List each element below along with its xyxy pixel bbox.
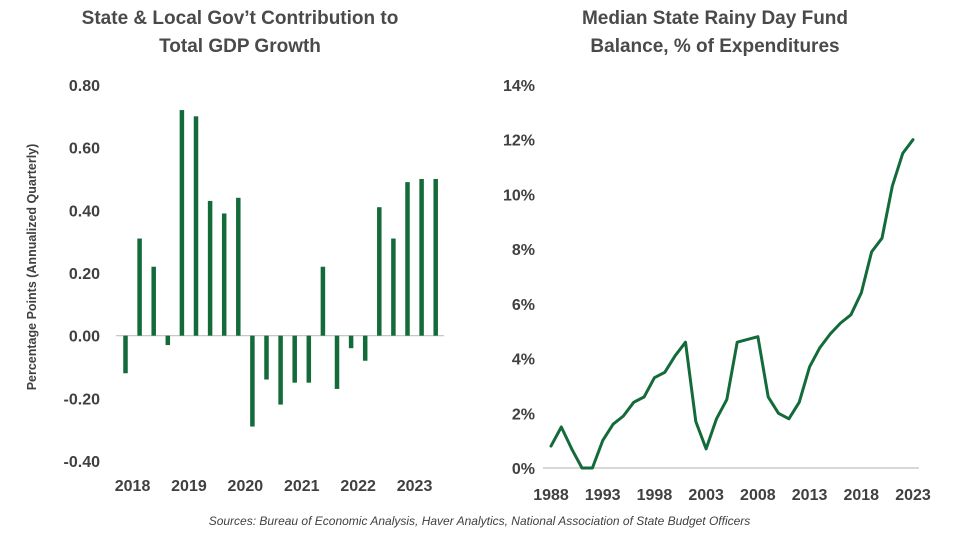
bar [348,335,354,349]
series-line [549,138,915,470]
left-chart-title: State & Local Gov’t Contribution to Tota… [81,8,399,57]
bar [179,110,185,336]
bar [123,335,128,374]
bar [250,335,255,427]
bar [419,179,424,336]
bar [377,207,382,336]
y-tick-label: -0.20 [64,391,101,408]
y-tick-label: 10% [503,187,535,204]
x-tick-label: 2003 [688,487,724,504]
bar [433,179,438,336]
x-tick-label: 2021 [284,478,320,495]
y-tick-label: -0.40 [64,454,101,471]
y-tick-label: 0.20 [69,266,100,283]
y-tick-label: 0.60 [69,141,100,158]
bar [193,116,199,336]
right-line-chart: 14% 12% 10% 8% 6% 4% 2% 0% 1988 1993 1998 2003 2008 2… [503,78,931,504]
x-tick-label: 2022 [340,478,376,495]
x-tick-label: 2023 [895,487,931,504]
x-tick-label: 2019 [171,478,207,495]
x-tick-label: 2023 [397,478,433,495]
x-tick-label: 2013 [792,487,828,504]
bar [165,335,171,346]
bar [151,266,156,336]
right-chart-title: Median State Rainy Day Fund Balance, % o… [581,8,849,57]
bar [292,335,297,383]
bar [264,335,269,380]
y-tick-label: 4% [512,352,535,369]
y-tick-label: 0% [512,461,535,478]
bar [207,200,213,336]
bar [362,335,368,361]
bar [306,335,312,383]
y-tick-label: 14% [503,78,535,95]
y-tick-label: 0.80 [69,78,100,95]
bar [236,197,241,336]
y-tick-label: 2% [512,406,535,423]
x-tick-label: 2008 [740,487,776,504]
bar [391,238,396,336]
x-tick-label: 2018 [115,478,151,495]
bar [221,213,227,336]
y-tick-label: 0.40 [69,203,100,220]
y-tick-label: 8% [512,242,535,259]
x-tick-label: 2018 [843,487,879,504]
x-tick-label: 1998 [637,487,673,504]
bar [334,335,340,389]
y-tick-label: 0.00 [69,329,100,346]
bar [320,266,326,336]
source-note: Sources: Bureau of Economic Analysis, Ha… [208,514,751,528]
y-tick-label: 6% [512,297,535,314]
y-axis-label: Percentage Points (Annualized Quarterly) [25,144,39,391]
x-tick-label: 1993 [585,487,621,504]
x-tick-label: 2020 [228,478,264,495]
bar [137,238,142,336]
left-bar-chart: 0.80 0.60 0.40 0.20 0.00 -0.20 -0.40 2018 2019 20… [25,78,444,495]
bar [278,335,283,405]
y-tick-label: 12% [503,133,535,150]
x-tick-label: 1988 [533,487,569,504]
bar [405,182,410,336]
